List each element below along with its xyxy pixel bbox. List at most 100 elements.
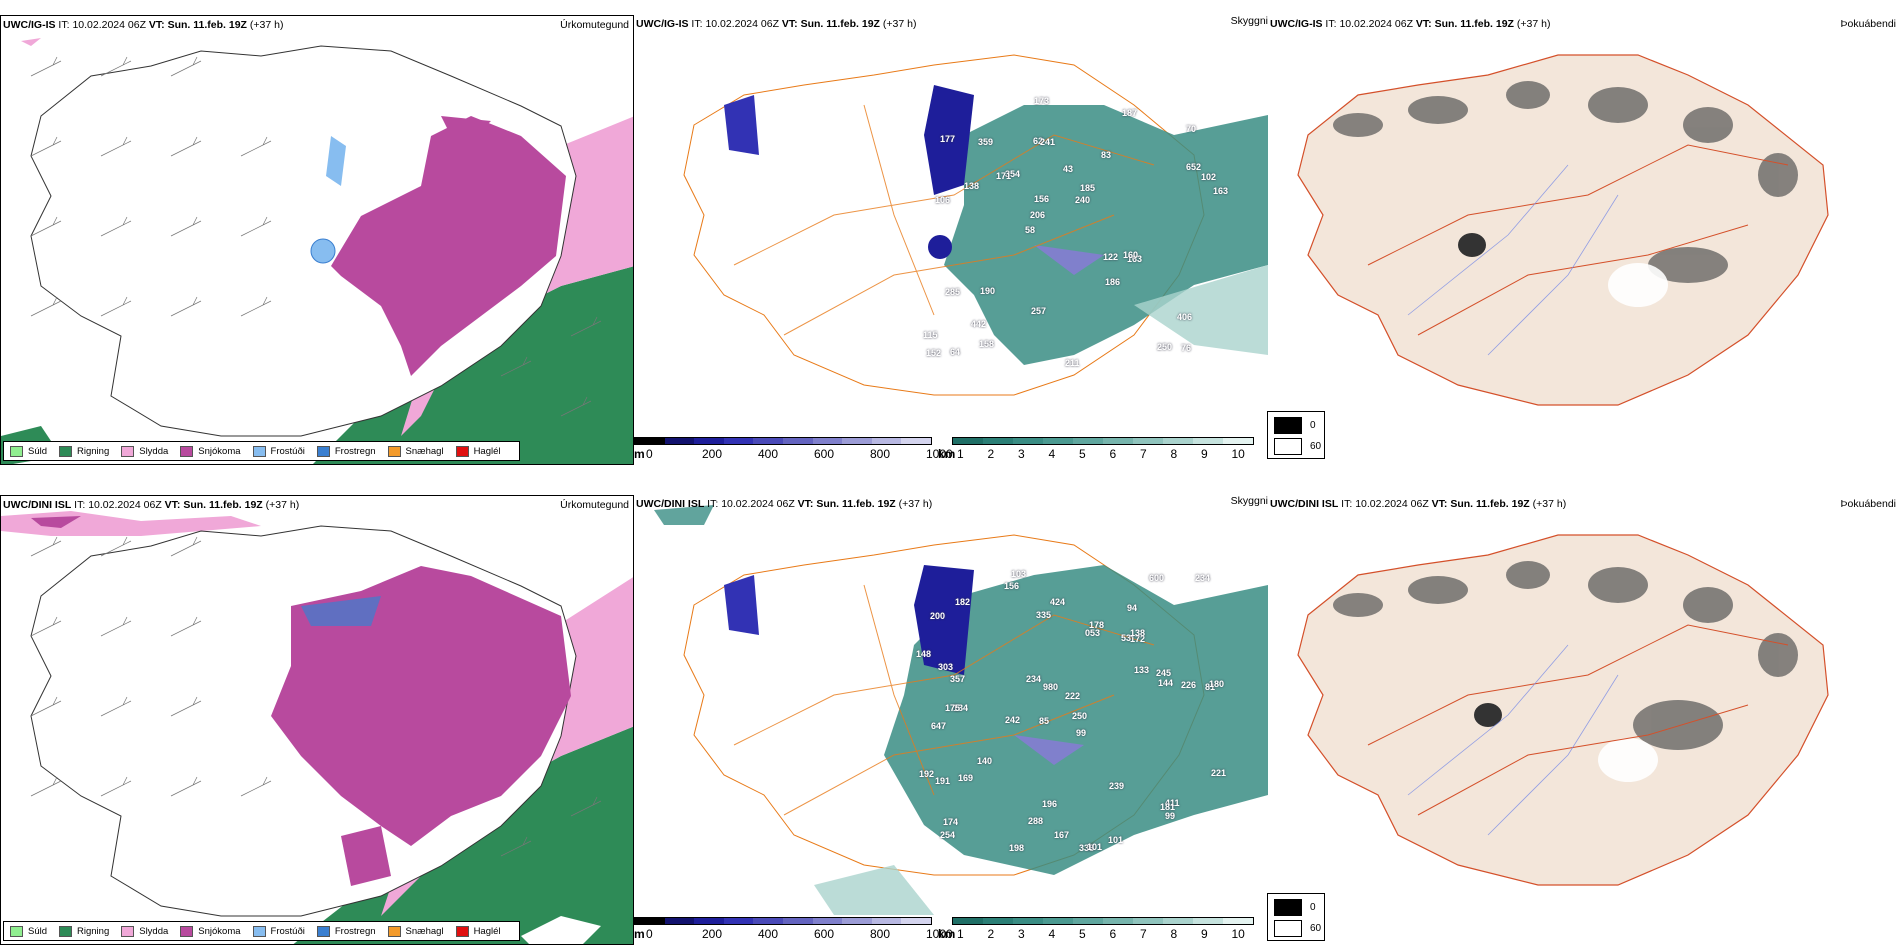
vt-value: Sun. 11.feb. 19Z	[167, 19, 247, 31]
param-title: Úrkomutegund	[560, 499, 629, 511]
legend-swatch	[387, 925, 401, 937]
ceiling-value-label: 163	[1213, 186, 1229, 196]
colorbar-tick: 9	[1201, 447, 1208, 461]
ceiling-value-label: 133	[1134, 665, 1150, 675]
panel-fog-top: UWC/IG-IS IT: 10.02.2024 06Z VT: Sun. 11…	[1268, 15, 1900, 465]
ceiling-value-label: 359	[978, 137, 994, 147]
colorbar-segment	[1163, 438, 1193, 444]
ceiling-value-label: 62	[1033, 136, 1044, 146]
visibility-colorbar: km 1 2 3 4 5 6 7 8 9 10	[938, 917, 1268, 945]
ceiling-value-label: 81	[1205, 682, 1216, 692]
ceiling-value-label: 192	[919, 769, 935, 779]
ceiling-value-label: 222	[1065, 691, 1081, 701]
ceiling-value-label: 053	[1085, 628, 1101, 638]
ceiling-value-label: 144	[1158, 678, 1174, 688]
ceiling-colorbar: m 0 200 400 600 800 1000	[634, 917, 953, 945]
legend-swatch	[387, 445, 401, 457]
legend-item: Rigning	[59, 925, 110, 937]
header-fog-bottom: UWC/DINI ISL IT: 10.02.2024 06Z VT: Sun.…	[1270, 498, 1566, 510]
it-value: 10.02.2024 06Z	[1339, 18, 1413, 30]
vt-label: VT:	[1431, 498, 1448, 510]
legend-label: Rigning	[77, 925, 110, 937]
it-label: IT:	[707, 498, 719, 510]
legend-swatch	[180, 445, 194, 457]
legend-swatch	[10, 925, 23, 937]
legend-swatch	[316, 925, 330, 937]
colorbar-tick: 200	[702, 927, 723, 941]
colorbar-segment	[753, 438, 783, 444]
legend-swatch	[121, 445, 135, 457]
ceiling-value-label: 354	[1005, 169, 1021, 179]
colorbar-segment	[635, 918, 665, 924]
colorbar-segment	[1133, 438, 1163, 444]
header-fog-top: UWC/IG-IS IT: 10.02.2024 06Z VT: Sun. 11…	[1270, 18, 1550, 30]
colorbar-segment	[1103, 918, 1133, 924]
colorbar-unit: km	[938, 447, 956, 461]
colorbar-tick: 8	[1170, 447, 1178, 461]
ceiling-value-label: 101	[1087, 842, 1103, 852]
colorbar-tick: 5	[1079, 927, 1086, 941]
legend-label: Frostúði	[270, 925, 305, 937]
ceiling-value-label: 134	[953, 703, 969, 713]
colorbar-tick: 6	[1109, 927, 1117, 941]
legend-item: Frostúði	[252, 445, 305, 457]
colorbar-segment	[1193, 918, 1223, 924]
vt-label: VT:	[164, 499, 181, 511]
colorbar-tick: 600	[814, 447, 835, 461]
ceiling-value-label: 177	[940, 134, 956, 144]
ceiling-value-label: 94	[1127, 603, 1138, 613]
ceiling-value-label: 175	[945, 703, 961, 713]
colorbar-segment	[694, 918, 724, 924]
colorbar-unit: km	[938, 927, 956, 941]
legend-swatch	[59, 925, 73, 937]
fog-legend-label: 0	[1310, 902, 1316, 913]
ceiling-value-label: 186	[1105, 277, 1121, 287]
colorbar-segment	[953, 438, 983, 444]
ceiling-value-label: 250	[1072, 711, 1088, 721]
precip-map-top	[1, 16, 633, 464]
ceiling-value-label: 103	[1011, 569, 1027, 579]
ceiling-value-label: 106	[935, 195, 951, 205]
colorbar-segment	[1133, 918, 1163, 924]
legend-item: Haglél	[455, 925, 501, 937]
colorbar-tick: 200	[702, 447, 723, 461]
it-value: 10.02.2024 06Z	[88, 499, 162, 511]
legend-label: Súld	[28, 925, 48, 937]
header-vis-bottom: UWC/DINI ISL IT: 10.02.2024 06Z VT: Sun.…	[636, 498, 932, 510]
model-name: UWC/DINI ISL	[3, 499, 72, 511]
lead-time: (+37 h)	[1532, 498, 1567, 510]
ceiling-value-label: 196	[1042, 799, 1058, 809]
ceiling-value-label: 357	[950, 674, 966, 684]
vt-value: Sun. 11.feb. 19Z	[1450, 498, 1530, 510]
colorbar-segment	[664, 918, 695, 924]
colorbar-tick: 0	[646, 447, 653, 461]
ceiling-labels-top: 76 106 70 58 83 64 62 43 285 354 115 442 241 185 163 17…	[634, 15, 1268, 435]
fog-map-bottom	[1297, 534, 1829, 886]
legend-label: Slydda	[139, 925, 169, 937]
colorbar-segment	[1013, 438, 1043, 444]
legend-item: Frostregn	[316, 925, 376, 937]
ceiling-value-label: 101	[1108, 835, 1124, 845]
ceiling-value-label: 288	[1028, 816, 1044, 826]
ceiling-value-label: 64	[950, 347, 961, 357]
ceiling-value-label: 185	[1080, 183, 1096, 193]
fog-legend-label: 0	[1310, 420, 1316, 431]
legend-swatch	[59, 445, 73, 457]
ceiling-value-label: 411	[1165, 798, 1180, 808]
vt-value: Sun. 11.feb. 19Z	[816, 498, 896, 510]
colorbar-segment	[871, 918, 902, 924]
colorbar-unit: m	[634, 447, 645, 461]
ceiling-value-label: 239	[1109, 781, 1125, 791]
precip-legend: Súld Rigning Slydda Snjókoma Frostúði Frostre…	[3, 921, 520, 941]
ceiling-value-label: 240	[1075, 195, 1091, 205]
colorbar-segment	[635, 438, 665, 444]
colorbar-tick: 1	[957, 447, 964, 461]
legend-label: Haglél	[473, 925, 501, 937]
model-name: UWC/IG-IS	[636, 18, 689, 30]
it-value: 10.02.2024 06Z	[721, 498, 795, 510]
precip-map-bottom	[1, 496, 633, 944]
colorbar-strip	[634, 917, 932, 925]
colorbar-segment	[983, 918, 1013, 924]
colorbar-tick: 2	[987, 927, 995, 941]
ceiling-value-label: 158	[979, 339, 995, 349]
